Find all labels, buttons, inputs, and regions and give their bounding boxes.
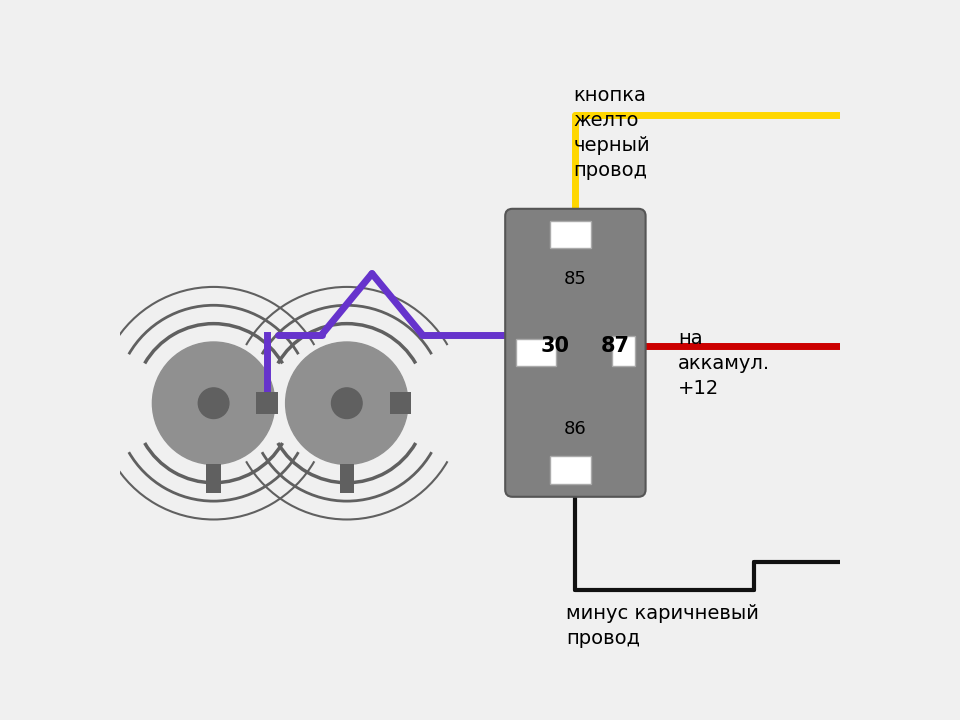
- Bar: [390, 392, 411, 414]
- Bar: [340, 464, 354, 493]
- Text: кнопка
желто
черный
провод: кнопка желто черный провод: [573, 86, 650, 181]
- Text: 85: 85: [564, 270, 587, 288]
- Bar: [550, 221, 590, 248]
- Circle shape: [153, 342, 275, 464]
- Text: 86: 86: [564, 420, 587, 438]
- FancyBboxPatch shape: [505, 209, 645, 497]
- Circle shape: [331, 388, 362, 418]
- Bar: [256, 392, 277, 414]
- Text: на
аккамул.
+12: на аккамул. +12: [678, 329, 770, 398]
- Bar: [206, 464, 221, 493]
- Circle shape: [199, 388, 228, 418]
- Text: 87: 87: [601, 336, 630, 356]
- Bar: [612, 336, 635, 366]
- Bar: [550, 456, 590, 484]
- Text: 30: 30: [540, 336, 569, 356]
- Circle shape: [286, 342, 408, 464]
- Text: минус каричневый
провод: минус каричневый провод: [566, 604, 759, 648]
- Bar: [516, 339, 557, 366]
